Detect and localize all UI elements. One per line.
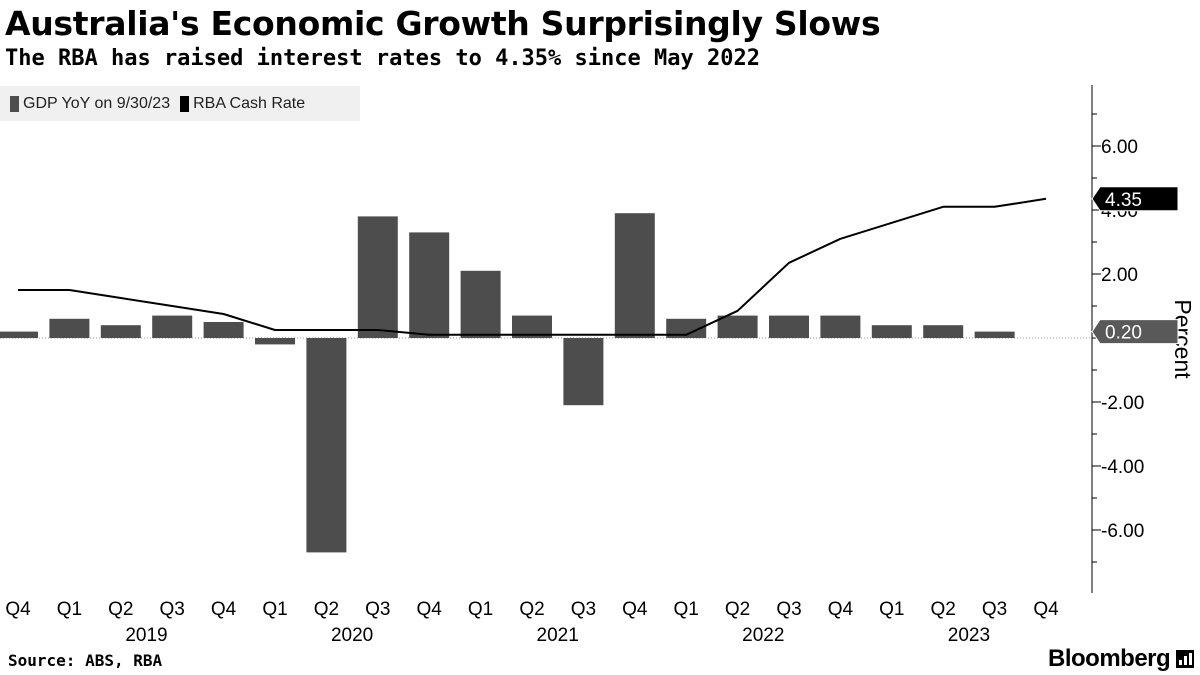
value-tag-label: 0.20 [1105,323,1142,344]
gdp-bar [255,338,295,345]
gdp-bar [100,325,141,338]
x-year-label: 2023 [948,625,990,646]
x-tick-label: Q4 [417,599,443,620]
gdp-bar [306,338,347,553]
x-tick-label: Q1 [262,599,287,620]
legend-label-rate: RBA Cash Rate [193,94,306,112]
gdp-bar [717,315,758,338]
gdp-bar [409,232,450,338]
gdp-bar [614,213,655,338]
gdp-bar [357,216,398,338]
x-tick-label: Q2 [314,599,339,620]
legend-label-gdp: GDP YoY on 9/30/23 [23,94,171,112]
x-tick-label: Q4 [828,599,854,620]
x-tick-label: Q2 [725,599,750,620]
x-year-label: 2022 [742,625,784,646]
gdp-bar [974,331,1015,338]
x-year-label: 2021 [537,625,579,646]
x-year-label: 2020 [331,625,373,646]
y-tick-label: -6.00 [1101,521,1144,542]
x-tick-label: Q2 [931,599,956,620]
gdp-bar [152,315,193,338]
brand-logo: Bloomberg [1048,645,1171,672]
x-tick-label: Q1 [468,599,493,620]
gdp-bar [203,322,244,338]
value-tag [1091,319,1179,345]
x-tick-label: Q4 [5,599,31,620]
x-tick-label: Q3 [982,599,1007,620]
gdp-bar [666,318,707,338]
x-year-label: 2019 [125,625,167,646]
x-tick-label: Q2 [108,599,133,620]
x-tick-label: Q4 [622,599,648,620]
bloomberg-terminal-icon [1176,650,1194,668]
value-tag [1091,186,1179,212]
legend-swatch-gdp [10,95,19,112]
legend: GDP YoY on 9/30/23 RBA Cash Rate [0,86,360,121]
x-tick-label: Q3 [571,599,596,620]
legend-item-gdp: GDP YoY on 9/30/23 [10,95,170,113]
gdp-bar [49,318,90,338]
x-tick-label: Q3 [365,599,390,620]
gdp-bar [923,325,964,338]
gdp-bar [871,325,912,338]
x-tick-label: Q1 [674,599,699,620]
y-tick-label: -2.00 [1101,393,1144,414]
source-note: Source: ABS, RBA [8,651,163,670]
x-tick-label: Q4 [1033,599,1059,620]
x-tick-label: Q2 [519,599,544,620]
chart-title: Australia's Economic Growth Surprisingly… [5,4,881,43]
gdp-bar [0,331,38,338]
rba-cash-rate-line [18,197,1047,336]
gdp-bar [460,270,501,338]
gdp-bar [512,315,552,338]
gdp-bar [769,315,809,338]
legend-item-rate: RBA Cash Rate [180,95,305,113]
gdp-bar [563,338,604,406]
x-tick-label: Q1 [57,599,82,620]
y-tick-label: -4.00 [1101,457,1144,478]
y-tick-label: 6.00 [1101,137,1138,158]
x-tick-label: Q3 [776,599,801,620]
gdp-bar [820,315,861,338]
y-tick-label: 2.00 [1101,265,1138,286]
x-tick-label: Q4 [211,599,237,620]
legend-swatch-rate [180,95,190,112]
value-tag-label: 4.35 [1105,190,1142,211]
x-tick-label: Q3 [160,599,185,620]
x-tick-label: Q1 [879,599,904,620]
chart-subtitle: The RBA has raised interest rates to 4.3… [5,46,760,71]
